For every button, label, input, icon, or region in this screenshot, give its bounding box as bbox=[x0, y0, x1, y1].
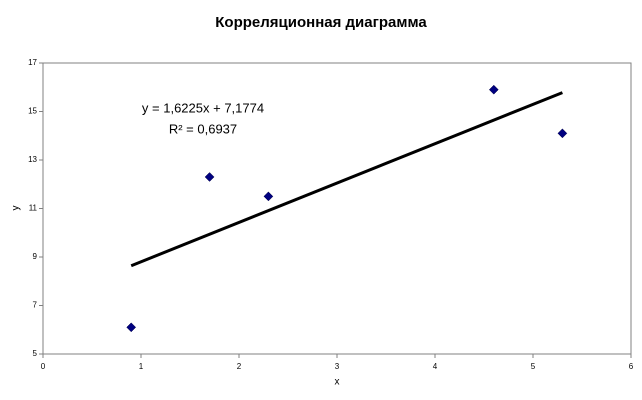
y-tick-label: 5 bbox=[33, 349, 38, 358]
x-tick-label: 1 bbox=[139, 362, 144, 371]
data-point bbox=[263, 191, 274, 202]
trendline-equation: y = 1,6225x + 7,1774 bbox=[142, 100, 264, 115]
y-tick-label: 15 bbox=[28, 107, 37, 116]
y-tick-label: 7 bbox=[33, 301, 38, 310]
x-tick-label: 6 bbox=[629, 362, 634, 371]
data-point bbox=[204, 172, 215, 182]
x-tick-label: 0 bbox=[41, 362, 46, 371]
r-squared: R² = 0,6937 bbox=[169, 121, 237, 136]
x-tick-label: 5 bbox=[531, 362, 536, 371]
trendline bbox=[130, 91, 563, 268]
y-tick-label: 17 bbox=[28, 58, 37, 67]
x-tick-label: 3 bbox=[335, 362, 340, 371]
x-tick-label: 2 bbox=[237, 362, 242, 371]
y-axis-label: y bbox=[11, 206, 22, 211]
x-tick-label: 4 bbox=[433, 362, 438, 371]
chart-title: Корреляционная диаграмма bbox=[215, 14, 427, 31]
data-point bbox=[126, 322, 137, 333]
y-tick-label: 9 bbox=[33, 252, 38, 261]
data-point bbox=[557, 128, 568, 139]
y-tick-label: 13 bbox=[28, 155, 37, 164]
x-axis-label: x bbox=[335, 377, 340, 388]
data-point bbox=[488, 84, 499, 95]
y-tick-label: 11 bbox=[29, 204, 38, 213]
